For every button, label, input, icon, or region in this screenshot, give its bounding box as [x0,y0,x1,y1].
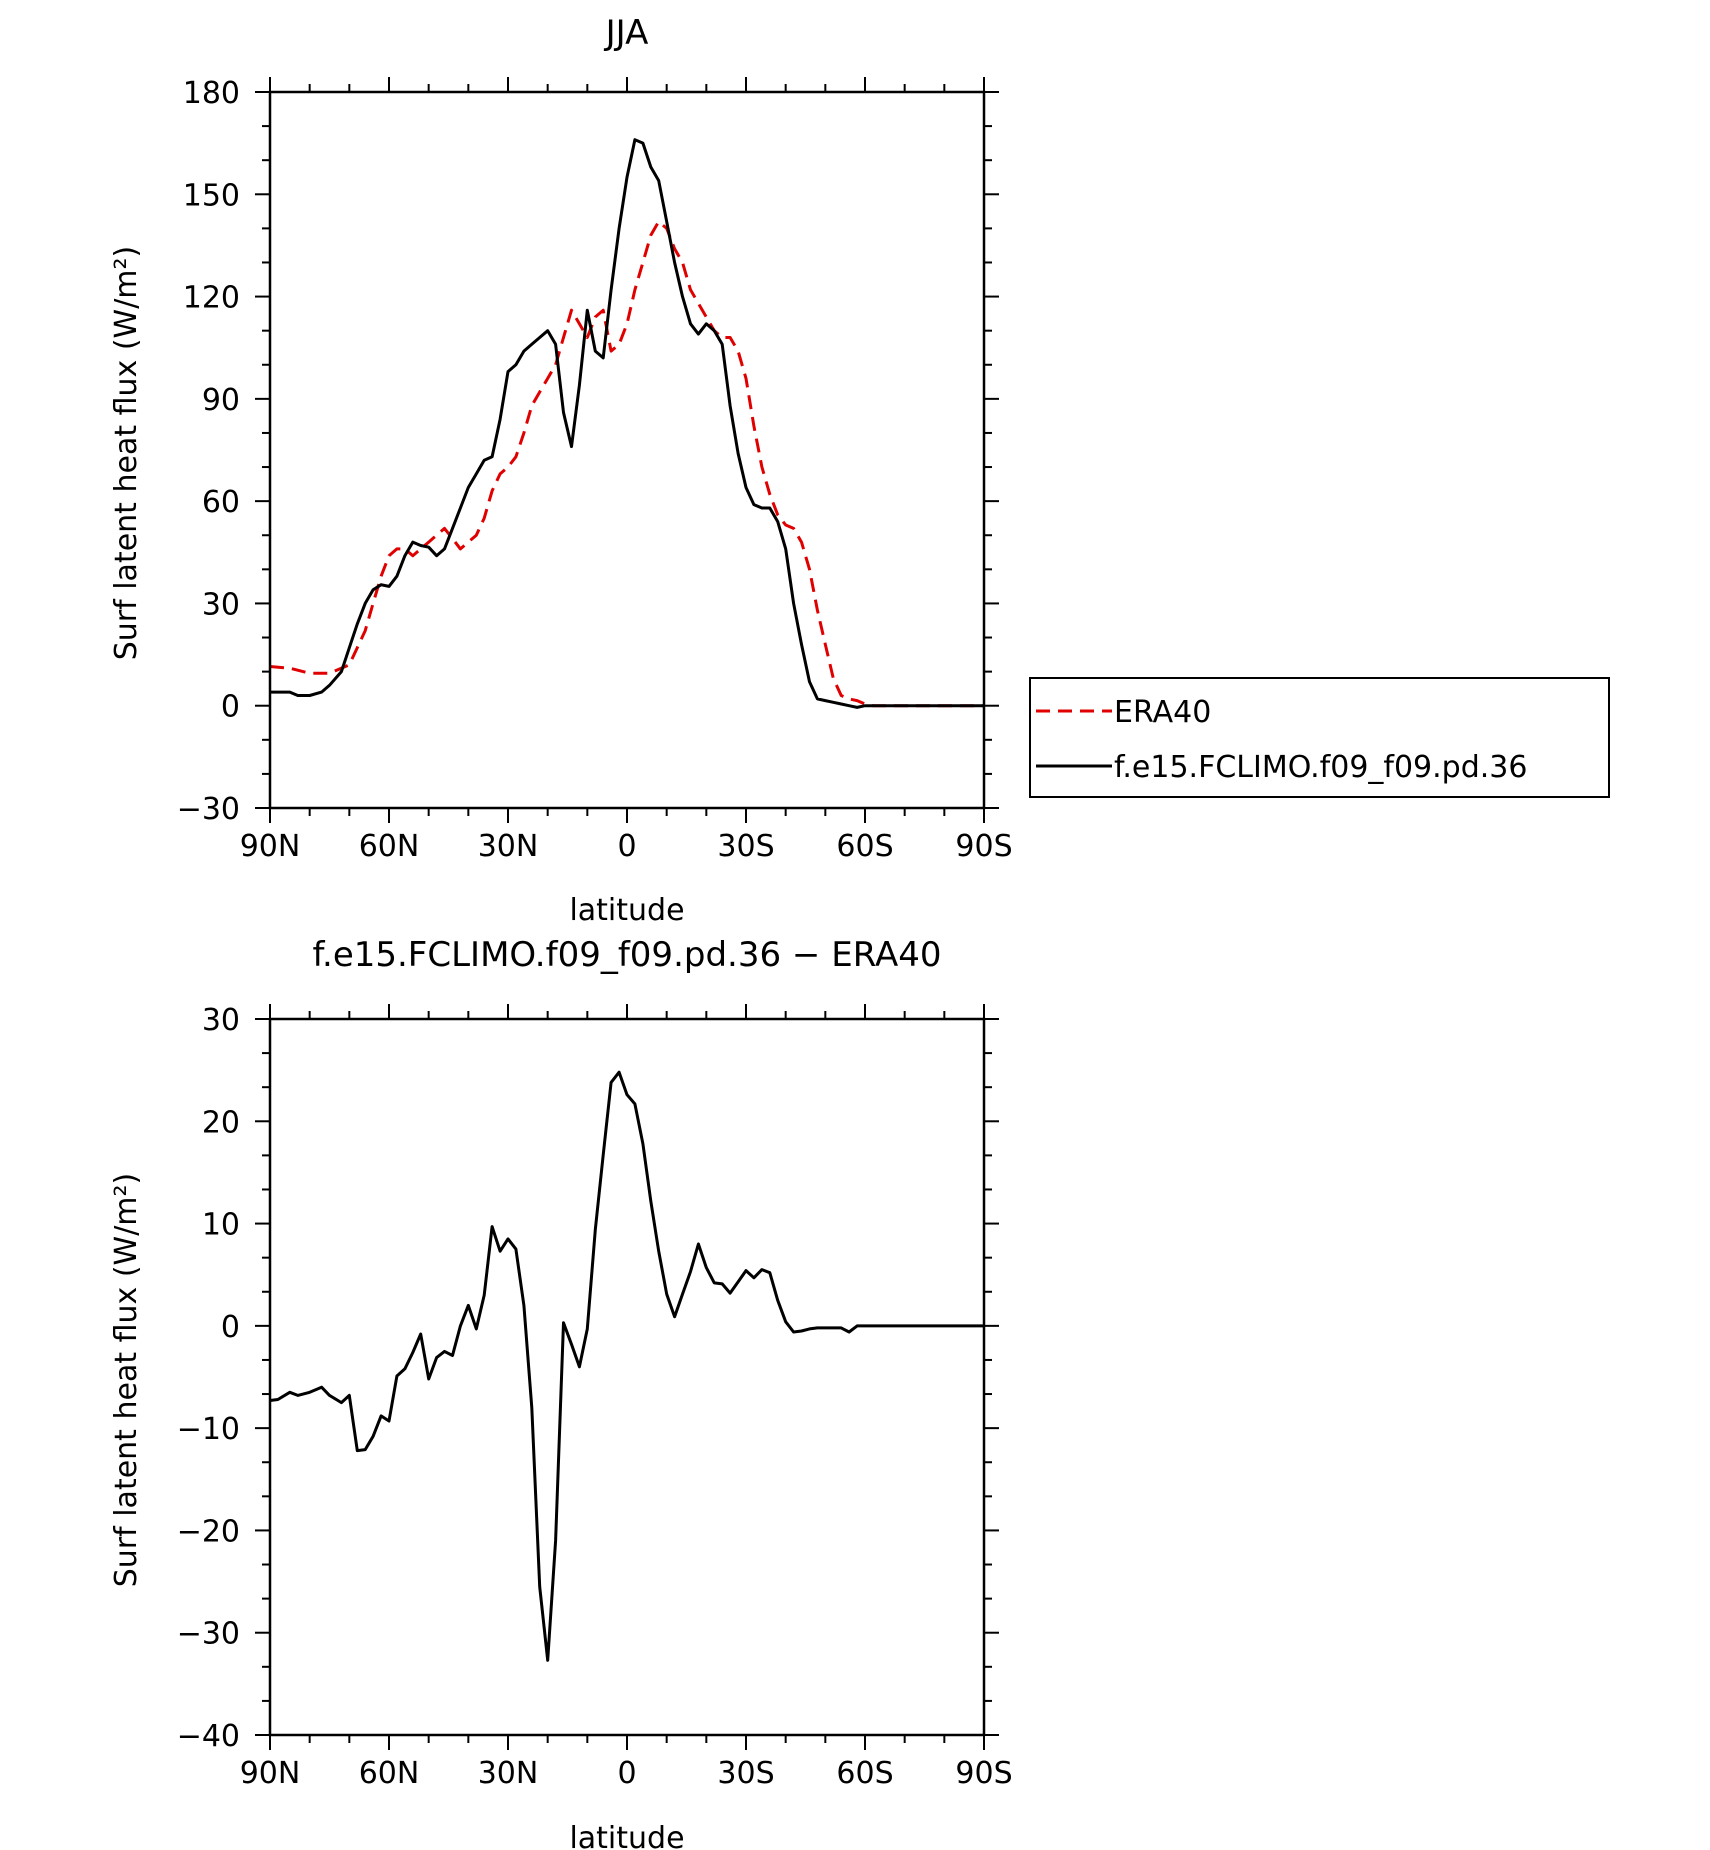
top-panel-xlabel: latitude [569,893,684,928]
x-tick-label: 90N [240,829,301,864]
top-panel-title: JJA [604,13,649,53]
x-tick-label: 60N [359,829,420,864]
top-panel-frame [268,90,986,810]
x-tick-label: 60S [836,829,893,864]
top-panel: JJA latitude Surf latent heat flux (W/m²… [109,13,1013,928]
y-tick-label: −10 [177,1412,240,1447]
bottom-panel-lines [269,1070,984,1662]
y-tick-label: −40 [177,1719,240,1754]
x-tick-label: 30N [478,829,539,864]
y-tick-label: −30 [177,1617,240,1652]
x-tick-label: 90S [955,829,1012,864]
bottom-panel-ticks: 90N 60N 30N 0 30S 60S 90S −40 −30 −20 −10 0 10 20 30 [177,1003,1013,1791]
bottom-panel-xlabel: latitude [569,1821,684,1850]
legend-label-era40: ERA40 [1114,695,1211,730]
bottom-panel-ylabel: Surf latent heat flux (W/m²) [109,1173,144,1588]
legend-label-model: f.e15.FCLIMO.f09_f09.pd.36 [1114,750,1527,785]
series-line-model [269,1070,984,1662]
y-tick-label: 20 [202,1105,240,1140]
x-tick-label: 30S [717,1756,774,1791]
bottom-panel-frame [268,1017,986,1737]
x-tick-label: 0 [617,829,636,864]
top-panel-ylabel: Surf latent heat flux (W/m²) [109,246,144,661]
y-tick-label: 120 [183,281,240,316]
series-line-model [270,138,984,709]
series-line-era40 [269,220,984,708]
legend-box [1029,677,1610,798]
y-tick-label: −30 [177,792,240,827]
x-tick-label: 60N [359,1756,420,1791]
legend: ERA40 f.e15.FCLIMO.f09_f09.pd.36 [1029,677,1610,798]
y-tick-label: −20 [177,1514,240,1549]
y-tick-label: 90 [202,383,240,418]
x-tick-label: 30N [478,1756,539,1791]
x-tick-label: 90S [955,1756,1012,1791]
top-panel-ticks: 90N 60N 30N 0 30S 60S 90S −30 0 30 60 90 120 150 180 [177,76,1013,864]
top-panel-lines [269,138,984,709]
y-tick-label: 30 [202,587,240,622]
y-tick-label: 150 [183,178,240,213]
y-tick-label: 60 [202,485,240,520]
x-tick-label: 60S [836,1756,893,1791]
y-tick-label: 30 [202,1003,240,1038]
x-tick-label: 90N [240,1756,301,1791]
y-tick-label: 0 [221,1310,240,1345]
y-tick-label: 10 [202,1208,240,1243]
bottom-panel-title: f.e15.FCLIMO.f09_f09.pd.36 − ERA40 [313,935,942,975]
x-tick-label: 30S [717,829,774,864]
y-tick-label: 180 [183,76,240,111]
bottom-panel: f.e15.FCLIMO.f09_f09.pd.36 − ERA40 latit… [109,935,1013,1850]
x-tick-label: 0 [617,1756,636,1791]
y-tick-label: 0 [221,690,240,725]
